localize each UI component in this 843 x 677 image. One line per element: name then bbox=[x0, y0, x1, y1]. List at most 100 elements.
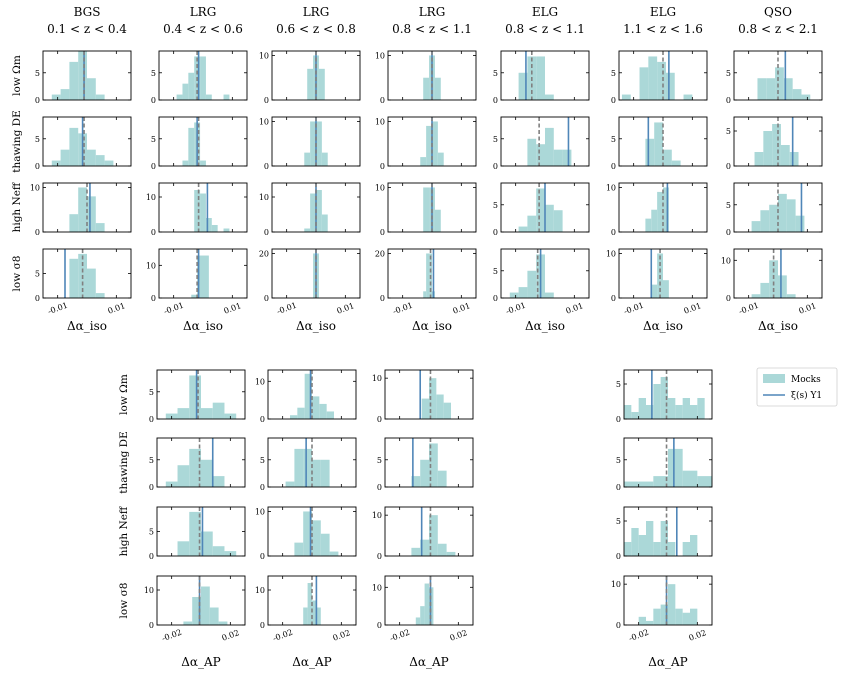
column-title-tracer: LRG bbox=[303, 5, 330, 19]
y-tick-label: 0 bbox=[726, 294, 731, 303]
hist-bars bbox=[518, 183, 563, 232]
hist-bar bbox=[320, 533, 330, 556]
y-tick-label: 0 bbox=[35, 96, 40, 105]
y-tick-label: 5 bbox=[611, 135, 616, 144]
column-title-tracer: QSO bbox=[764, 5, 792, 19]
x-axis-label: Δα_iso bbox=[525, 319, 565, 333]
hist-bar bbox=[415, 617, 421, 625]
hist-bar bbox=[763, 131, 773, 166]
hist-bar bbox=[182, 83, 189, 100]
hist-bar bbox=[205, 94, 212, 100]
hist-bar bbox=[424, 583, 429, 625]
hist-bar bbox=[646, 620, 654, 625]
y-tick-label: 5 bbox=[260, 456, 265, 465]
hist-bar bbox=[545, 127, 554, 166]
y-tick-label: 10 bbox=[255, 377, 265, 386]
hist-bar bbox=[778, 275, 787, 298]
y-tick-label: 5 bbox=[726, 201, 731, 210]
hist-bar bbox=[653, 476, 668, 487]
hist-bar bbox=[648, 56, 658, 100]
hist-bar bbox=[536, 188, 545, 232]
y-tick-label: 10 bbox=[255, 586, 265, 595]
hist-bar bbox=[769, 260, 778, 298]
y-tick-label: 0 bbox=[151, 294, 156, 303]
subplot-iso-1-0: 05 bbox=[35, 116, 132, 171]
y-tick-label: 0 bbox=[380, 294, 385, 303]
y-tick-label: 0 bbox=[260, 621, 265, 630]
hist-bars bbox=[307, 51, 325, 100]
hist-bar bbox=[316, 121, 322, 166]
axes-frame bbox=[158, 182, 248, 233]
hist-bar bbox=[671, 160, 681, 166]
hist-bar bbox=[657, 61, 666, 100]
subplot-iso-2-0: 0 10 bbox=[30, 182, 132, 237]
hist-bars bbox=[69, 183, 105, 232]
hist-bar bbox=[310, 121, 316, 166]
y-tick-label: 10 bbox=[372, 374, 382, 383]
axes-frame bbox=[623, 437, 713, 488]
axes-frame bbox=[42, 182, 132, 233]
axes-frame bbox=[384, 437, 474, 488]
hist-bar bbox=[176, 94, 183, 100]
hist-bar bbox=[200, 160, 206, 166]
hist-bar bbox=[201, 408, 213, 419]
subplot-iso-0-1: 05 bbox=[151, 50, 248, 105]
axes-frame bbox=[623, 575, 713, 626]
y-tick-label: 0 bbox=[377, 415, 382, 424]
hist-bar bbox=[639, 67, 649, 100]
hist-bar bbox=[553, 149, 563, 166]
x-tick-label: -0.02 bbox=[161, 628, 183, 643]
y-tick-label: 5 bbox=[377, 456, 382, 465]
hist-bar bbox=[303, 511, 312, 556]
x-tick-label: -0.01 bbox=[505, 301, 527, 316]
hist-bar bbox=[421, 398, 429, 419]
hist-bar bbox=[553, 210, 563, 232]
subplot-iso-2-3: 0 10 bbox=[375, 182, 477, 237]
hist-bar bbox=[432, 121, 438, 166]
subplot-iso-2-4: 05 bbox=[493, 182, 590, 237]
y-tick-label: 0 bbox=[149, 552, 154, 561]
hist-bar bbox=[645, 138, 655, 166]
y-tick-label: 10 bbox=[372, 511, 382, 520]
y-tick-label: 0 bbox=[611, 162, 616, 171]
axes-frame bbox=[271, 50, 361, 101]
hist-bar bbox=[189, 511, 201, 556]
axes-frame bbox=[42, 116, 132, 167]
axes-frame bbox=[271, 116, 361, 167]
hist-bars bbox=[509, 249, 554, 298]
subplot-iso-2-1: 0 10 bbox=[146, 182, 248, 237]
subplot-iso-1-6: 05 bbox=[726, 116, 823, 171]
y-tick-label: 0 bbox=[493, 294, 498, 303]
hist-bar bbox=[319, 403, 327, 419]
hist-bar bbox=[624, 481, 639, 487]
hist-bar bbox=[429, 378, 437, 419]
hist-bar bbox=[313, 253, 316, 298]
y-tick-label: 0 bbox=[611, 96, 616, 105]
x-tick-label: -0.02 bbox=[272, 628, 294, 643]
hist-bar bbox=[182, 160, 189, 166]
y-tick-label: 0 bbox=[380, 228, 385, 237]
hist-bar bbox=[95, 94, 105, 100]
axes-frame bbox=[387, 182, 477, 233]
subplot-ap-0-5: 05 bbox=[616, 369, 713, 424]
hist-bar bbox=[437, 152, 444, 166]
legend-swatch-mocks bbox=[763, 374, 785, 383]
x-axis-label: Δα_iso bbox=[183, 319, 223, 333]
y-tick-label: 5 bbox=[616, 380, 621, 389]
y-tick-label: 0 bbox=[35, 162, 40, 171]
hist-bar bbox=[663, 187, 669, 232]
subplot-iso-3-6: 0 10 -0.01 0.01 bbox=[721, 248, 823, 316]
hist-bar bbox=[304, 152, 311, 166]
hist-bar bbox=[321, 152, 328, 166]
legend-label-mocks: Mocks bbox=[791, 375, 821, 385]
column-title-tracer: ELG bbox=[650, 5, 676, 19]
axes-frame bbox=[271, 182, 361, 233]
y-tick-label: 10 bbox=[146, 261, 156, 270]
hist-bar bbox=[536, 144, 545, 166]
subplot-iso-0-5: 05 bbox=[611, 50, 708, 105]
hist-bar bbox=[423, 187, 430, 232]
hist-bar bbox=[60, 149, 70, 166]
hist-bar bbox=[624, 542, 632, 556]
x-tick-label: 0.01 bbox=[452, 301, 472, 316]
y-tick-label: 0 bbox=[726, 228, 731, 237]
